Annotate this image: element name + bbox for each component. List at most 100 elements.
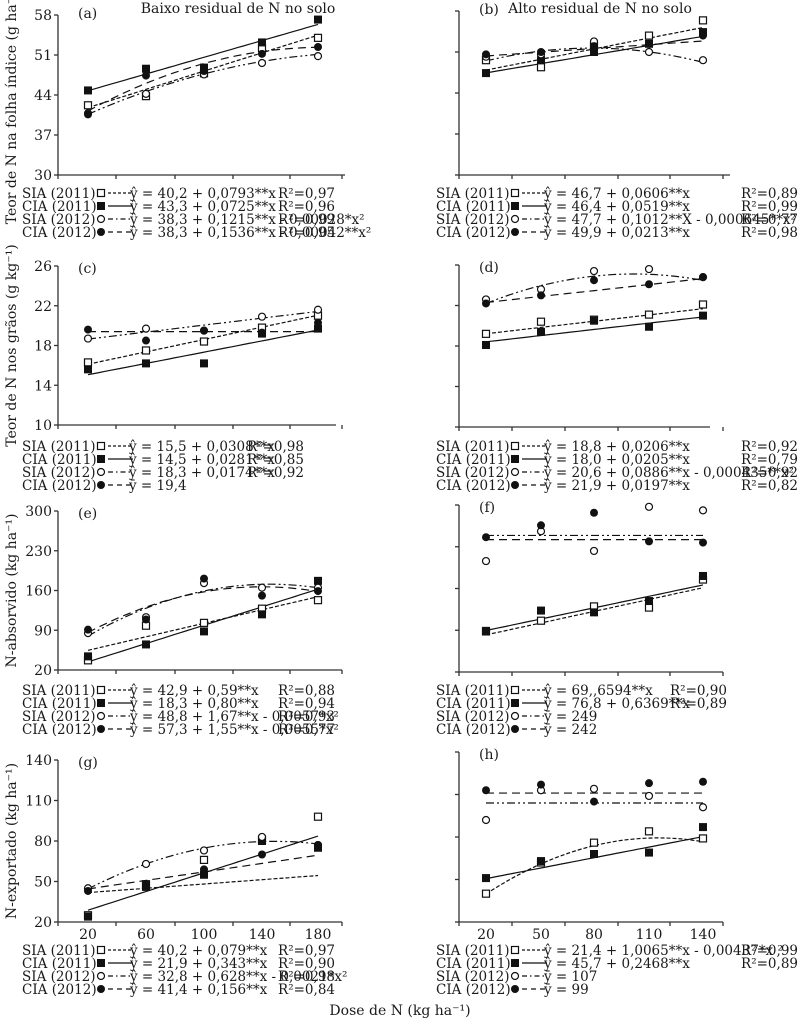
legend-equation: ŷ = 47,7 + 0,1012**X - 0,000645**x² xyxy=(543,212,796,228)
legend-marker xyxy=(96,971,106,981)
legend-entry: SIA (2012) ŷ = 32,8 + 0,628**x - 0,0021*x… xyxy=(22,969,347,985)
panel-tag: (g) xyxy=(78,755,98,771)
legend-equation: ŷ = 76,8 + 0,6369**x xyxy=(543,696,690,712)
legend-equation: ŷ = 45,7 + 0,2468**x xyxy=(543,956,690,972)
legend-r2: R²=0,77 xyxy=(741,212,798,228)
data-point xyxy=(482,69,490,78)
panel-a: 30 37 44 51 58 (a) Baixo residual de N no solo… xyxy=(4,0,371,241)
data-point xyxy=(314,318,322,327)
data-point xyxy=(141,324,151,333)
data-point xyxy=(537,327,545,336)
data-point xyxy=(699,311,707,320)
legend-r2: R²=0,98 xyxy=(278,969,335,985)
legend-equation: ŷ = 40,2 + 0,079**x xyxy=(129,943,268,959)
data-point xyxy=(698,16,708,25)
data-point xyxy=(645,322,653,331)
y-axis-title: Teor de N nos grãos (g kg⁻¹) xyxy=(4,244,20,446)
legend-marker xyxy=(511,455,519,463)
data-point xyxy=(314,587,322,596)
data-point xyxy=(645,39,653,48)
legend-r2: R²=0,79 xyxy=(741,452,798,468)
data-point xyxy=(645,597,653,606)
legend-label: CIA (2012) xyxy=(22,225,97,241)
y-tick-label: 160 xyxy=(25,584,52,600)
data-point xyxy=(200,865,208,874)
legend-label: CIA (2011) xyxy=(436,452,511,468)
legend-equation: ȳ = 99 xyxy=(543,982,589,998)
panel-g: 20 50 80 110 140 20 60 100 140 180 (g) N-exportado … xyxy=(4,753,347,998)
legend-r2: R²=0,77 xyxy=(278,722,335,738)
legend-label: SIA (2011) xyxy=(436,439,510,455)
y-tick-label: 140 xyxy=(25,753,52,769)
legend-equation: ȳ = 19,4 xyxy=(128,478,187,494)
legend-r2: R²=0,90 xyxy=(278,956,335,972)
legend-label: SIA (2011) xyxy=(436,943,510,959)
data-point xyxy=(590,276,598,285)
legend-label: SIA (2011) xyxy=(436,683,510,699)
legend-equation: ŷ = 46,4 + 0,0519**x xyxy=(543,199,690,215)
legend-entry: SIA (2012) ŷ = 48,8 + 1,67**x - 0,0057*x²… xyxy=(22,709,339,725)
fit-line-sia-2011 xyxy=(87,874,319,894)
data-point xyxy=(699,777,707,786)
panel-c: 10 14 18 22 26 (c) Teor de N nos grãos (g kg⁻¹… xyxy=(4,244,343,494)
data-point xyxy=(589,266,599,276)
y-tick-label: 80 xyxy=(34,834,52,850)
data-point xyxy=(537,291,545,300)
fit-line-cia-2011 xyxy=(485,316,704,343)
data-point xyxy=(83,358,93,367)
legend-equation: ȳ = 242 xyxy=(543,722,597,738)
data-point xyxy=(313,596,323,605)
legend-equation: ŷ = 21,4 + 1,0065**x - 0,00437*x ² xyxy=(543,943,783,959)
legend-r2: R²=0,98 xyxy=(247,439,304,455)
y-tick-label: 50 xyxy=(34,875,52,891)
legend-r2: R²=0,90 xyxy=(670,683,727,699)
legend-r2: R²=0,98 xyxy=(741,225,798,241)
legend-r2: R²=0,92 xyxy=(741,439,798,455)
panel-tag: (f) xyxy=(479,500,495,516)
data-point xyxy=(481,815,491,825)
legend-marker xyxy=(96,441,106,451)
legend-equation: ŷ = 57,3 + 1,55**x - 0,0055*x² xyxy=(129,722,339,738)
data-point xyxy=(257,583,267,592)
legend-entry: SIA (2011) ŷ = 46,7 + 0,0606**x R²=0,89 xyxy=(436,186,798,202)
y-tick-label: 58 xyxy=(34,8,52,24)
data-point xyxy=(590,316,598,325)
data-point xyxy=(644,603,654,612)
legend-entry: SIA (2012) ȳ = 107 xyxy=(436,969,597,985)
y-axis-title: Teor de N na folha índice (g ha⁻¹) xyxy=(4,0,20,224)
legend-label: SIA (2012) xyxy=(436,709,510,725)
data-point xyxy=(84,325,92,334)
data-point xyxy=(84,652,92,661)
data-point xyxy=(482,50,490,59)
legend-entry: SIA (2011) ŷ = 18,8 + 0,0206**x R²=0,92 xyxy=(436,439,798,455)
y-tick-label: 90 xyxy=(34,623,52,639)
data-point xyxy=(699,823,707,832)
legend-marker xyxy=(97,699,105,707)
legend-entry: SIA (2011) ŷ = 42,9 + 0,59**x R²=0,88 xyxy=(22,683,335,699)
legend-entry: SIA (2011) ŷ = 40,2 + 0,0793**x R²=0,97 xyxy=(22,186,335,202)
data-point xyxy=(200,67,208,75)
data-point xyxy=(142,880,150,889)
legend-equation: ŷ = 69,,6594**x xyxy=(543,683,653,699)
data-point xyxy=(537,56,545,65)
legend-marker xyxy=(511,725,519,733)
x-tick-label: 140 xyxy=(690,927,717,943)
data-point xyxy=(589,784,599,793)
data-point xyxy=(589,546,599,556)
legend-entry: SIA (2012) ŷ = 38,3 + 0,1215**x - 0,00028… xyxy=(22,212,365,228)
legend-marker xyxy=(511,228,519,236)
data-point xyxy=(699,538,707,547)
data-point xyxy=(537,48,545,56)
legend-entry: SIA (2011) ŷ = 15,5 + 0,0308**xR²=0,98 xyxy=(22,439,304,455)
x-tick-label: 80 xyxy=(585,927,603,943)
legend-equation: ŷ = 18,3 + 0,0174**x xyxy=(128,465,275,481)
legend-label: CIA (2012) xyxy=(436,982,511,998)
legend-equation: ŷ = 18,8 + 0,0206**x xyxy=(543,439,690,455)
legend-label: SIA (2011) xyxy=(436,186,510,202)
data-point xyxy=(84,912,92,921)
data-point xyxy=(590,508,598,517)
legend-marker xyxy=(511,699,519,707)
fit-line-cia-2012 xyxy=(87,46,319,112)
legend-label: SIA (2011) xyxy=(22,439,96,455)
legend-marker xyxy=(97,455,105,463)
